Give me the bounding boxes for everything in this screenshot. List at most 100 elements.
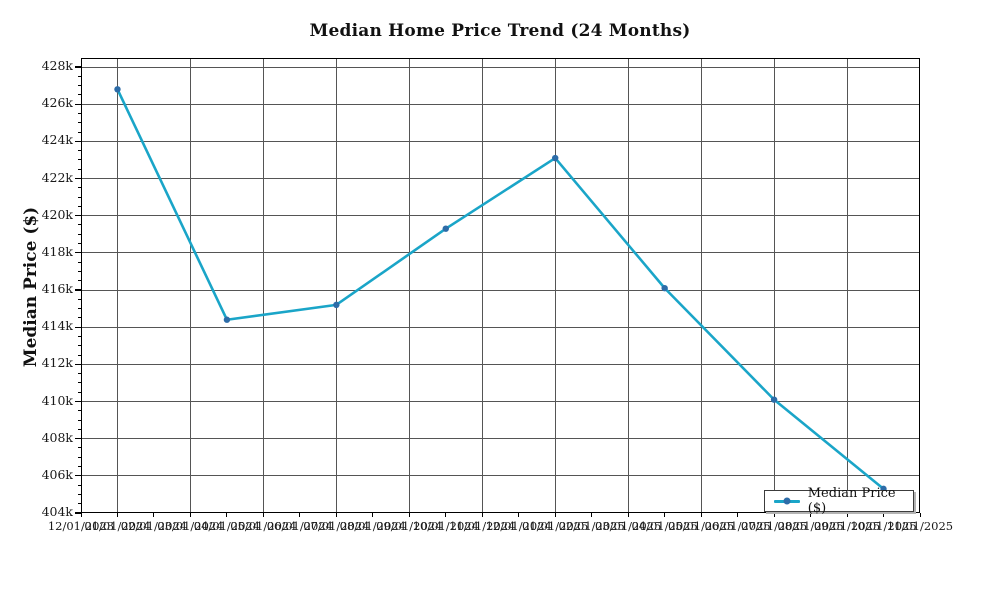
x-tick <box>591 513 593 517</box>
median-price-line <box>116 88 885 490</box>
v-gridline <box>116 58 118 513</box>
h-gridline <box>81 66 920 68</box>
h-gridline <box>81 289 920 291</box>
y-major-tick <box>75 363 81 365</box>
x-tick <box>299 513 301 517</box>
x-tick-label: 04/01/2025 <box>631 519 698 533</box>
x-tick <box>554 513 556 517</box>
x-tick-label: 02/01/2024 <box>120 519 188 533</box>
y-major-tick <box>75 215 81 217</box>
y-tick-label: 408k <box>41 429 73 445</box>
y-minor-tick <box>78 261 81 263</box>
v-gridline <box>700 58 702 513</box>
x-tick-label: 01/01/2024 <box>84 519 151 533</box>
x-tick <box>846 513 848 517</box>
y-tick-label: 426k <box>41 95 73 111</box>
legend: Median Price ($) <box>764 486 914 516</box>
y-minor-tick <box>78 122 81 124</box>
v-gridline <box>335 58 337 513</box>
y-tick-label: 416k <box>41 281 73 296</box>
y-minor-tick <box>78 493 81 495</box>
x-tick <box>372 513 374 517</box>
x-tick-label: 09/01/2024 <box>376 519 443 533</box>
data-point-marker <box>661 284 668 292</box>
y-major-tick <box>75 438 81 440</box>
h-gridline <box>81 363 920 365</box>
y-major-tick <box>75 103 81 105</box>
x-tick-label: 02/01/2025 <box>558 519 625 533</box>
x-tick <box>116 513 118 517</box>
x-tick-label: 12/01/2024 <box>485 519 552 533</box>
y-minor-tick <box>78 187 81 189</box>
x-tick-label: 03/01/2025 <box>595 519 662 533</box>
v-gridline <box>846 58 848 513</box>
y-minor-tick <box>78 233 81 235</box>
y-minor-tick <box>78 168 81 170</box>
v-gridline <box>189 58 191 513</box>
h-gridline <box>81 178 920 179</box>
y-major-tick <box>75 66 81 68</box>
y-minor-tick <box>78 428 81 430</box>
x-tick <box>627 513 629 517</box>
x-tick <box>919 513 921 517</box>
y-minor-tick <box>78 345 81 347</box>
h-gridline <box>81 326 920 328</box>
x-tick <box>335 513 337 517</box>
x-tick <box>773 513 775 517</box>
plot-area <box>81 58 920 513</box>
x-tick-label: 08/01/2024 <box>339 519 406 533</box>
y-minor-tick <box>78 75 81 77</box>
y-minor-tick <box>78 298 81 300</box>
y-tick-label: 420k <box>41 206 73 222</box>
data-point-marker <box>223 316 231 323</box>
y-tick-label: 422k <box>41 169 73 185</box>
x-tick-label: 03/01/2024 <box>157 519 224 533</box>
data-point-marker <box>552 154 559 162</box>
x-tick-label: 11/01/2025 <box>886 519 954 533</box>
y-tick-label: 418k <box>41 243 73 259</box>
x-tick <box>408 513 410 517</box>
y-tick-label: 428k <box>41 58 73 73</box>
x-tick-label: 10/01/2024 <box>412 519 479 533</box>
data-point-marker <box>770 396 778 403</box>
x-tick-label: 07/01/2025 <box>740 519 808 533</box>
y-minor-tick <box>78 196 81 198</box>
h-gridline <box>81 438 920 440</box>
h-gridline <box>81 103 920 105</box>
x-tick <box>664 513 666 517</box>
y-major-tick <box>75 252 81 254</box>
x-tick-label: 06/01/2025 <box>704 519 771 533</box>
x-tick-label: 10/01/2025 <box>850 519 917 533</box>
y-tick-label: 412k <box>41 355 73 371</box>
y-minor-tick <box>78 419 81 421</box>
x-tick <box>737 513 739 517</box>
y-major-tick <box>75 326 81 328</box>
v-gridline <box>627 58 629 513</box>
x-tick <box>226 513 228 517</box>
y-minor-tick <box>78 224 81 226</box>
y-minor-tick <box>78 335 81 337</box>
y-minor-tick <box>78 447 81 449</box>
y-minor-tick <box>78 308 81 310</box>
x-tick-label: 11/01/2024 <box>449 519 516 533</box>
h-gridline <box>81 215 920 217</box>
y-minor-tick <box>78 205 81 207</box>
x-tick <box>518 513 520 517</box>
x-tick <box>810 513 812 517</box>
y-minor-tick <box>78 354 81 356</box>
y-major-tick <box>75 512 81 514</box>
y-minor-tick <box>78 131 81 133</box>
y-major-tick <box>75 400 81 403</box>
legend-marker-dot <box>783 497 791 505</box>
legend-label: Median Price ($) <box>807 486 896 516</box>
y-minor-tick <box>78 85 81 87</box>
y-minor-tick <box>78 270 81 272</box>
y-minor-tick <box>78 112 81 114</box>
legend-line-sample <box>774 497 800 505</box>
x-tick <box>445 513 447 517</box>
y-major-tick <box>75 177 81 180</box>
h-gridline <box>81 140 920 142</box>
v-gridline <box>773 58 775 513</box>
y-minor-tick <box>78 317 81 319</box>
x-tick <box>700 513 702 517</box>
